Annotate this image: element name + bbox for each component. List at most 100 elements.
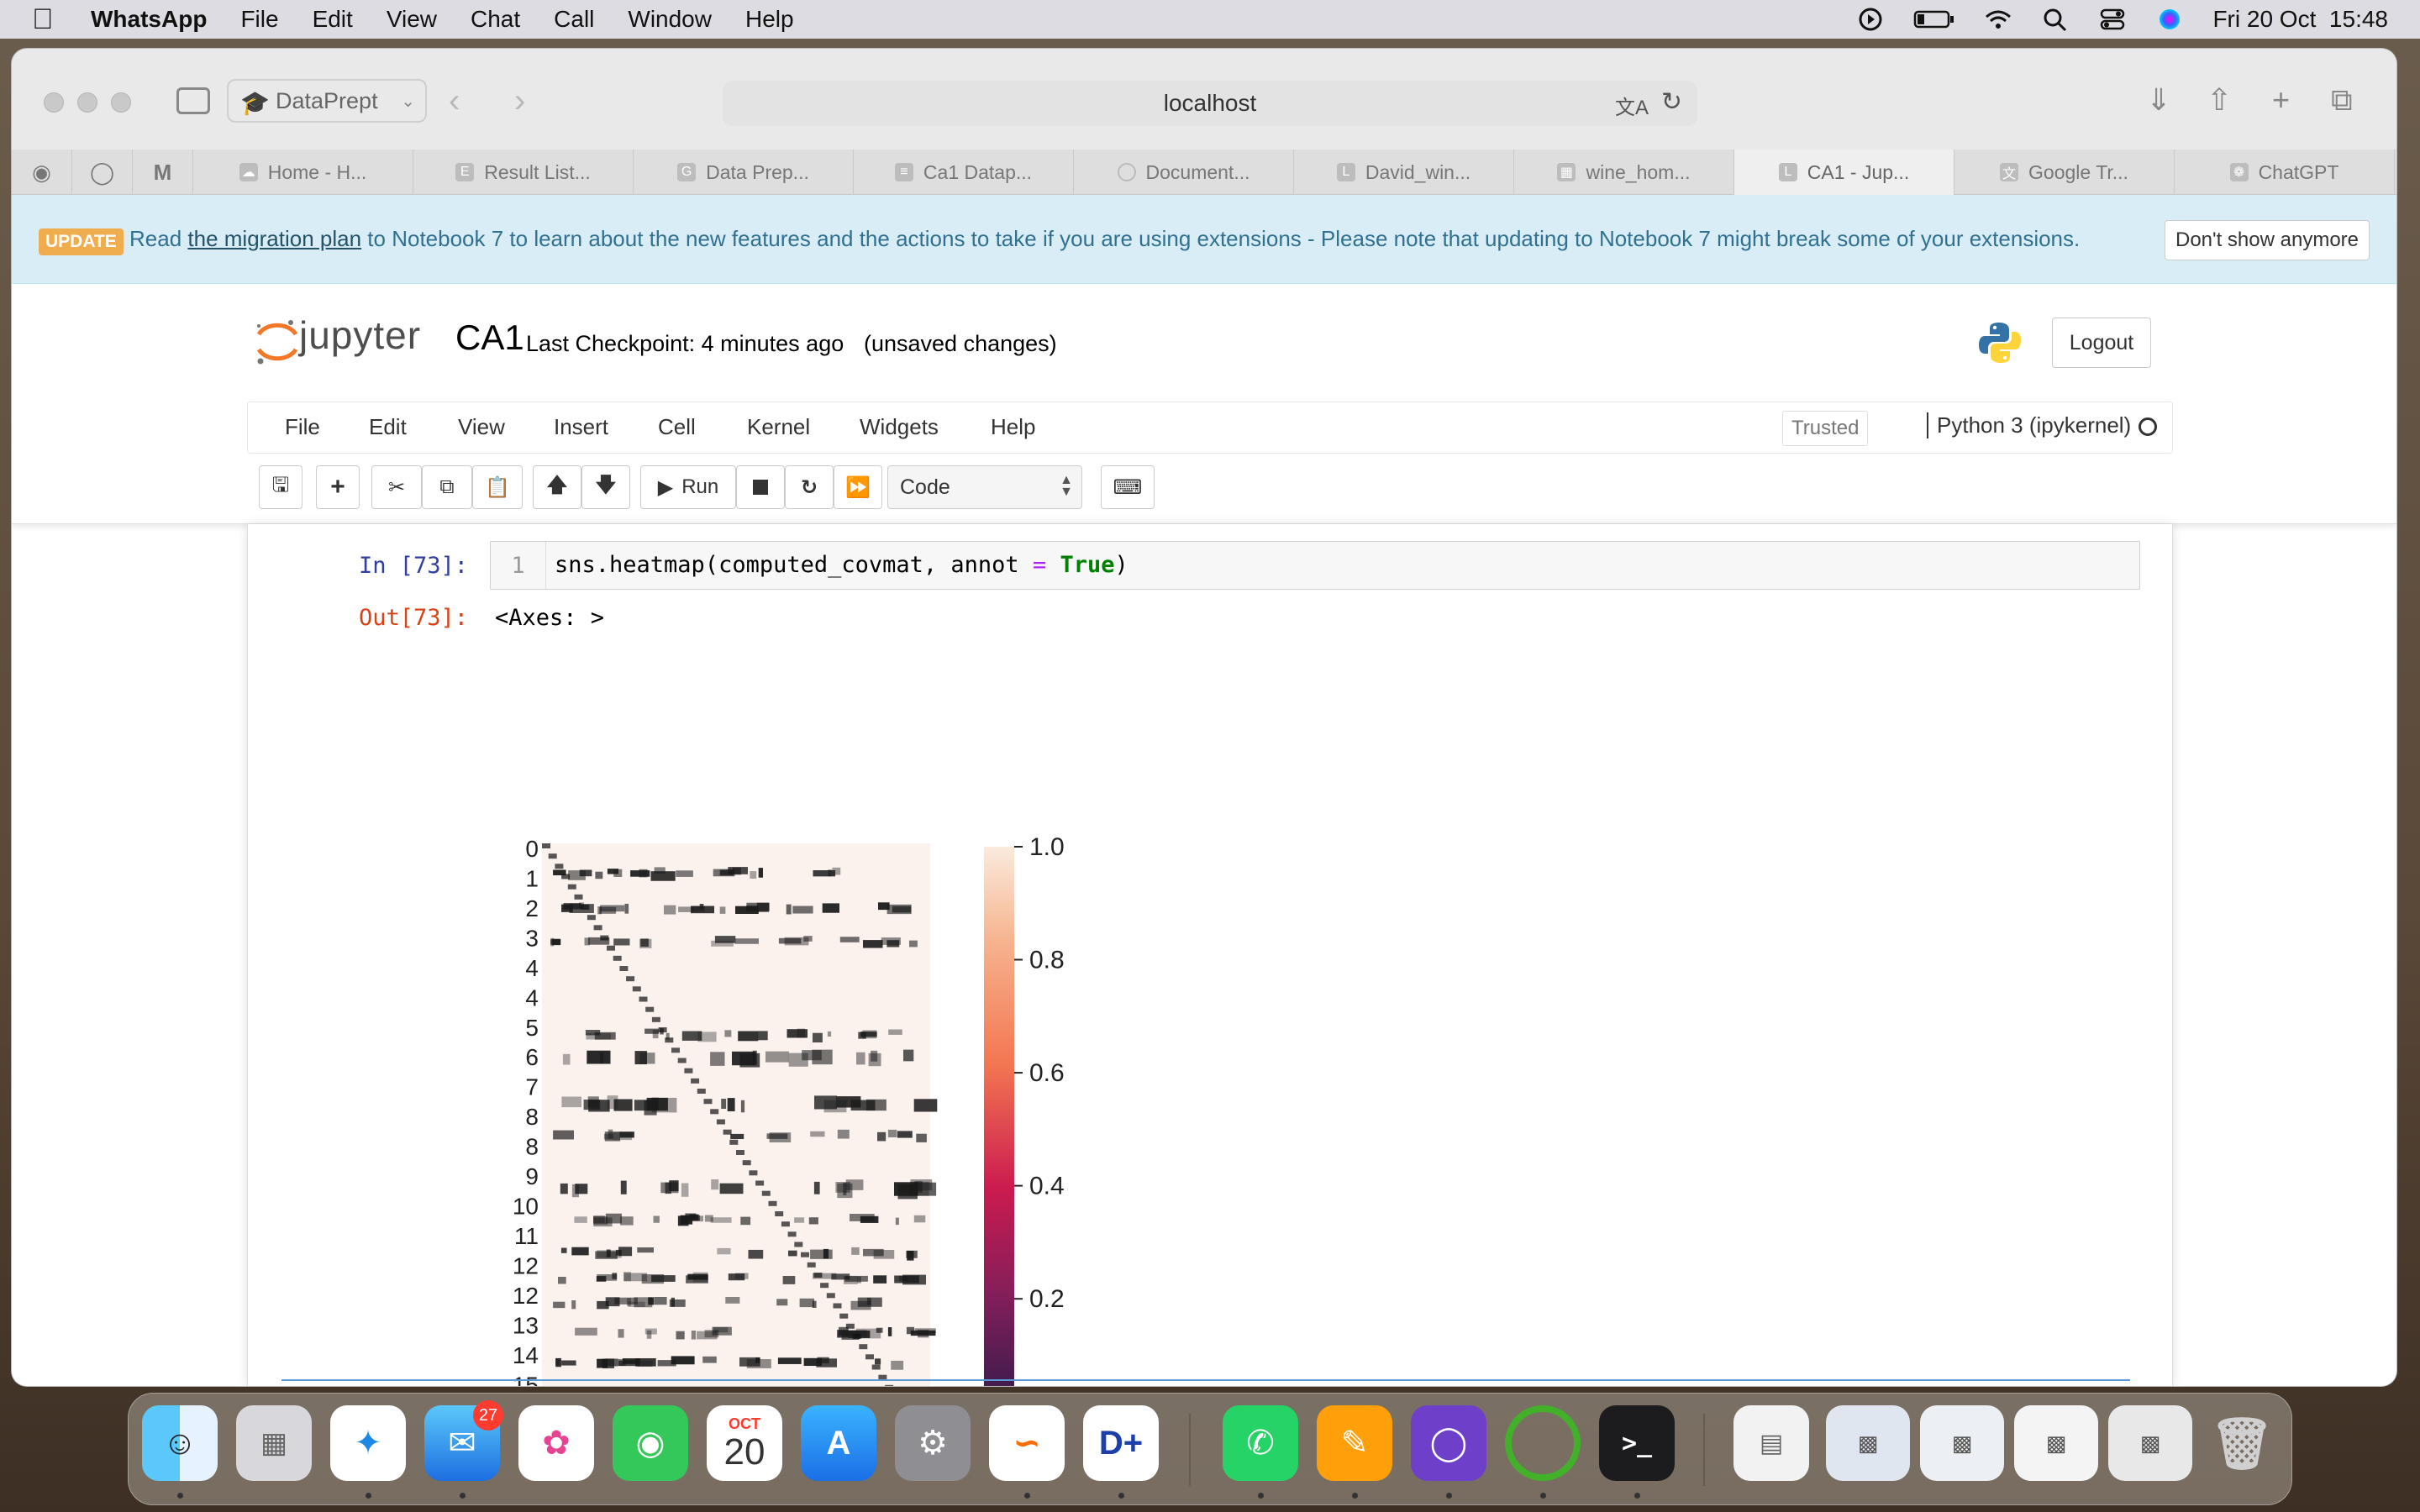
pinned-tab-anaconda[interactable]: ◉ — [12, 150, 72, 195]
tab-ca1-jupyter[interactable]: L CA1 - Jup... — [1734, 150, 1954, 195]
zoom-window-button[interactable] — [111, 92, 131, 113]
nb-menu-view[interactable]: View — [458, 414, 505, 439]
tab-document[interactable]: Document... — [1074, 150, 1294, 195]
command-palette-button[interactable]: ⌨ — [1101, 465, 1155, 509]
nb-menu-cell[interactable]: Cell — [658, 414, 696, 439]
minimized-window-3-icon[interactable]: ▩ — [2014, 1405, 2098, 1481]
run-button[interactable]: ▶ Run — [640, 465, 736, 509]
photos-icon[interactable]: ✿ — [518, 1405, 594, 1481]
tab-google-translate[interactable]: 文 Google Tr... — [1954, 150, 2175, 195]
disney-plus-icon[interactable]: D+ — [1083, 1405, 1159, 1481]
sidebar-toggle-icon[interactable] — [176, 87, 210, 114]
menu-chat[interactable]: Chat — [471, 6, 521, 32]
paste-button[interactable]: 📋 — [472, 465, 523, 509]
y-tick-label: 5 — [525, 1015, 539, 1041]
dont-show-anymore-button[interactable]: Don't show anymore — [2164, 220, 2370, 260]
trusted-indicator[interactable]: Trusted — [1782, 411, 1869, 446]
downloads-icon[interactable]: ⇓ — [2146, 82, 2172, 117]
calendar-icon[interactable]: OCT 20 — [707, 1405, 782, 1481]
menu-call[interactable]: Call — [554, 6, 595, 32]
menu-window[interactable]: Window — [628, 6, 712, 32]
back-arrow-icon[interactable]: ‹ — [449, 82, 460, 119]
cut-button[interactable]: ✂ — [371, 465, 422, 509]
tab-david-win[interactable]: L David_win... — [1294, 150, 1514, 195]
nb-menu-file[interactable]: File — [285, 414, 320, 439]
migration-plan-link[interactable]: the migration plan — [187, 226, 362, 251]
profile-button[interactable]: 🎓 DataPrept ⌄ — [227, 79, 427, 123]
nb-menu-edit[interactable]: Edit — [369, 414, 407, 439]
nb-menu-widgets[interactable]: Widgets — [860, 414, 939, 439]
menu-file[interactable]: File — [240, 6, 279, 32]
close-window-button[interactable] — [44, 92, 64, 113]
wifi-icon[interactable] — [1984, 7, 2012, 32]
notebook-title[interactable]: CA1 — [455, 318, 524, 357]
pinned-tab-github[interactable]: ◯ — [72, 150, 133, 195]
menubar-clock[interactable]: Fri 20 Oct 15:48 — [2212, 6, 2388, 32]
interrupt-button[interactable] — [736, 465, 785, 509]
minimize-window-button[interactable] — [77, 92, 97, 113]
freeform-icon[interactable]: ∽ — [989, 1405, 1065, 1481]
menu-view[interactable]: View — [386, 6, 437, 32]
nb-menu-help[interactable]: Help — [991, 414, 1036, 439]
battery-icon[interactable] — [1913, 7, 1955, 32]
system-settings-icon[interactable]: ⚙ — [895, 1405, 971, 1481]
jupyter-logo-text[interactable]: jupyter — [299, 313, 422, 357]
pinned-tab-gmail[interactable]: M — [133, 150, 193, 195]
restart-run-all-button[interactable]: ⏩ — [834, 465, 882, 509]
play-icon[interactable] — [1856, 7, 1885, 32]
tab-wine-hom[interactable]: ▦ wine_hom... — [1514, 150, 1734, 195]
github-desktop-icon[interactable]: ◯ — [1411, 1405, 1486, 1481]
menu-app-name[interactable]: WhatsApp — [91, 6, 208, 32]
tab-home[interactable]: ☁ Home - H... — [193, 150, 413, 195]
menu-help[interactable]: Help — [744, 6, 794, 32]
finder-icon[interactable]: ☺ — [142, 1405, 218, 1481]
tab-result-list[interactable]: E Result List... — [413, 150, 634, 195]
safari-icon[interactable]: ✦ — [330, 1405, 406, 1481]
heatmap-annotation-mark — [618, 1247, 633, 1257]
pages-icon[interactable]: ✎ — [1317, 1405, 1392, 1481]
siri-icon[interactable] — [2155, 7, 2184, 32]
minimized-window-2-icon[interactable]: ▩ — [1920, 1405, 2004, 1481]
cell-type-select[interactable]: Code ▲ ▼ — [887, 465, 1082, 509]
code-cell-editor[interactable]: 1 sns.heatmap(computed_covmat, annot = T… — [490, 541, 2140, 590]
trash-icon[interactable]: 🗑 — [2209, 1415, 2275, 1472]
minimized-window-1-icon[interactable]: ▩ — [1826, 1405, 1910, 1481]
share-icon[interactable]: ⇧ — [2207, 82, 2233, 117]
browser-toolbar: 🎓 DataPrept ⌄ ‹ › localhost 文A ↻ ⇓ ⇧ + ⧉ — [12, 49, 2396, 150]
tab-chatgpt[interactable]: ❁ ChatGPT — [2175, 150, 2395, 195]
translate-icon[interactable]: 文A — [1614, 97, 1649, 119]
control-center-icon[interactable] — [2098, 7, 2127, 32]
new-tab-icon[interactable]: + — [2272, 82, 2291, 117]
reload-icon[interactable]: ↻ — [1660, 88, 1682, 116]
nb-menu-insert[interactable]: Insert — [554, 414, 609, 439]
insert-cell-button[interactable]: + — [316, 465, 360, 509]
terminal-icon[interactable]: >_ — [1599, 1405, 1675, 1481]
jupyter-logo-icon[interactable] — [252, 316, 302, 366]
tab-ca1-datap[interactable]: ≡ Ca1 Datap... — [854, 150, 1074, 195]
logout-button[interactable]: Logout — [2052, 318, 2151, 368]
recent-document-icon[interactable]: ▤ — [1733, 1405, 1809, 1481]
minimized-window-4-icon[interactable]: ▩ — [2108, 1405, 2192, 1481]
move-up-button[interactable]: 🡅 — [533, 465, 581, 509]
copy-button[interactable]: ⧉ — [422, 465, 472, 509]
tab-data-prep[interactable]: G Data Prep... — [634, 150, 854, 195]
nb-menu-kernel[interactable]: Kernel — [747, 414, 811, 439]
heatmap-annotation-mark — [750, 871, 757, 879]
tab-overview-icon[interactable]: ⧉ — [2331, 82, 2353, 117]
restart-button[interactable]: ↻ — [785, 465, 834, 509]
apple-menu-icon[interactable]:  — [32, 3, 66, 36]
forward-arrow-icon[interactable]: › — [514, 82, 526, 119]
address-bar[interactable]: localhost 文A ↻ — [723, 81, 1697, 126]
move-down-button[interactable]: 🡇 — [581, 465, 630, 509]
launchpad-icon[interactable]: ▦ — [236, 1405, 312, 1481]
whatsapp-icon[interactable]: ✆ — [1223, 1405, 1298, 1481]
anaconda-navigator-icon[interactable] — [1505, 1405, 1581, 1481]
code-line[interactable]: sns.heatmap(computed_covmat, annot = Tru… — [555, 552, 1128, 578]
app-store-icon[interactable]: A — [801, 1405, 876, 1481]
kernel-name[interactable]: Python 3 (ipykernel) — [1927, 412, 2131, 438]
output-scroll-indicator[interactable] — [281, 1379, 2130, 1384]
facetime-icon[interactable]: ◉ — [613, 1405, 688, 1481]
save-button[interactable]: 🖫 — [259, 465, 302, 509]
menu-edit[interactable]: Edit — [312, 6, 353, 32]
spotlight-search-icon[interactable] — [2041, 7, 2070, 32]
